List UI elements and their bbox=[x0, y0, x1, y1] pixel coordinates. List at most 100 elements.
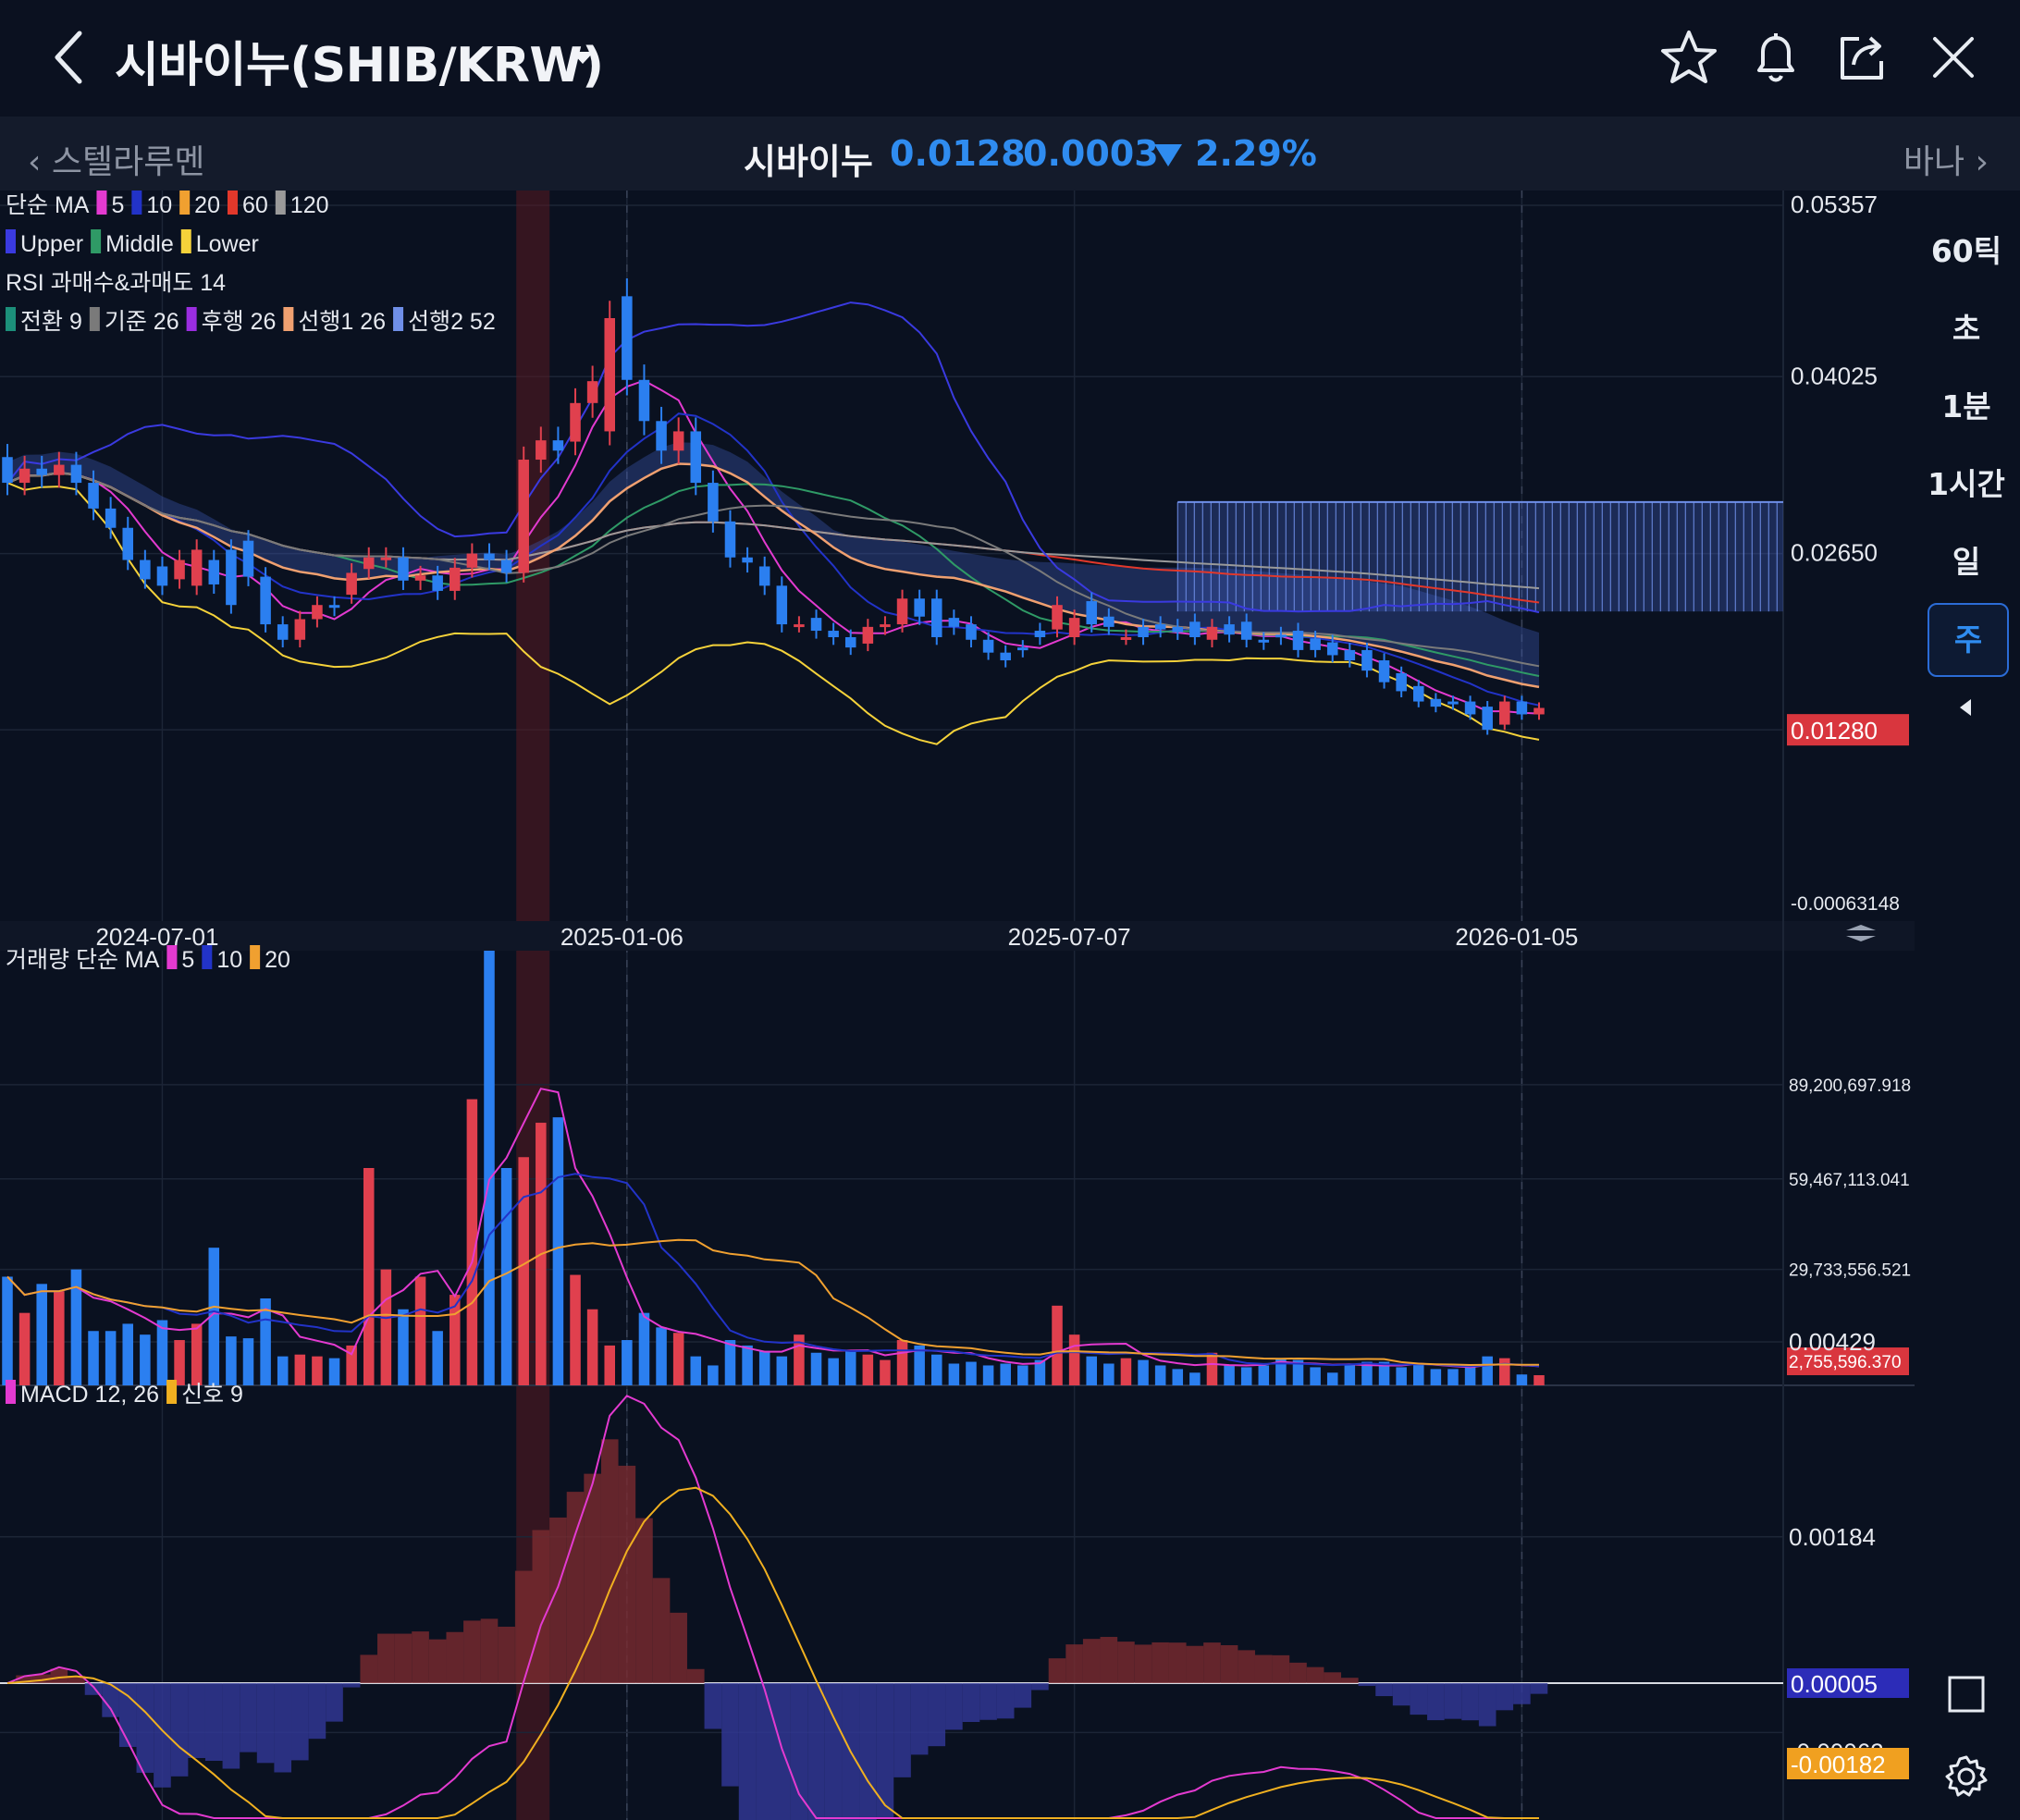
ichimoku-legend-item: 후행 26 bbox=[202, 309, 277, 335]
macd-histogram-bar bbox=[498, 1626, 515, 1683]
volume-ma10-line bbox=[6, 1173, 1540, 1368]
macd-histogram-bar bbox=[1427, 1683, 1445, 1721]
volume-bar bbox=[484, 951, 495, 1385]
prev-coin-link[interactable]: ‹ 스텔라루멘 bbox=[28, 135, 204, 183]
macd-histogram-bar bbox=[1065, 1644, 1083, 1683]
volume-bar bbox=[312, 1356, 323, 1385]
volume-bar bbox=[914, 1345, 925, 1385]
legend-swatch bbox=[91, 229, 102, 253]
macd-histogram-bar bbox=[1478, 1683, 1497, 1727]
macd-histogram-bar bbox=[412, 1631, 429, 1683]
candle bbox=[70, 464, 82, 484]
volume-bar bbox=[1172, 1369, 1184, 1385]
signal-line bbox=[6, 1486, 1539, 1819]
bollinger-legend-item: Lower bbox=[196, 231, 259, 257]
candle bbox=[1499, 701, 1510, 725]
candle bbox=[432, 575, 443, 591]
candle bbox=[2, 457, 13, 484]
volume-bar bbox=[810, 1352, 822, 1385]
legend-swatch bbox=[250, 945, 261, 969]
prev-coin-label: 스텔라루멘 bbox=[51, 143, 205, 181]
volume-bar bbox=[466, 1099, 478, 1385]
interval-button[interactable]: 주 bbox=[1928, 603, 2009, 677]
volume-bar bbox=[982, 1365, 994, 1385]
macd-histogram-bar bbox=[928, 1683, 946, 1747]
volume-bar bbox=[570, 1274, 581, 1385]
bollinger-legend-item: Middle bbox=[105, 231, 174, 257]
dropdown-caret-icon[interactable] bbox=[572, 52, 594, 64]
macd-histogram-bar bbox=[1496, 1683, 1514, 1711]
volume-legend-item: 5 bbox=[181, 947, 194, 973]
volume-bar bbox=[552, 1117, 564, 1385]
macd-histogram-bar bbox=[1254, 1654, 1273, 1683]
down-triangle-icon bbox=[1154, 144, 1182, 166]
volume-bar bbox=[1189, 1372, 1201, 1385]
macd-current-label: 0.00005 bbox=[1791, 1670, 1878, 1698]
candle bbox=[312, 605, 323, 620]
volume-bar bbox=[36, 1284, 47, 1385]
bell-icon[interactable] bbox=[1746, 28, 1805, 87]
candle bbox=[466, 553, 478, 568]
page-title[interactable]: 시바이누(SHIB/KRW) bbox=[115, 38, 604, 93]
volume-bar bbox=[414, 1276, 426, 1385]
candle bbox=[363, 557, 375, 570]
macd-histogram-bar bbox=[1134, 1644, 1152, 1683]
volume-bar bbox=[604, 1345, 616, 1385]
candle bbox=[1086, 601, 1097, 625]
volume-bar bbox=[18, 1312, 31, 1385]
share-icon[interactable] bbox=[1833, 28, 1892, 87]
ma-legend-item: 60 bbox=[242, 192, 268, 218]
volume-bar bbox=[398, 1309, 409, 1385]
candle bbox=[844, 636, 856, 648]
macd-histogram-bar bbox=[377, 1633, 395, 1683]
macd-histogram-bar bbox=[1341, 1678, 1359, 1683]
macd-histogram-bar bbox=[1117, 1642, 1135, 1683]
settings-gear-icon[interactable] bbox=[1928, 1753, 2005, 1803]
next-coin-link[interactable]: 바나 › bbox=[1903, 135, 1989, 183]
candle bbox=[828, 631, 839, 637]
macd-histogram-bar bbox=[979, 1683, 997, 1720]
macd-histogram-bar bbox=[738, 1683, 757, 1820]
next-coin-label: 바나 bbox=[1903, 143, 1965, 181]
macd-histogram-bar bbox=[1203, 1642, 1221, 1683]
macd-histogram-bar bbox=[274, 1683, 292, 1773]
macd-histogram-bar bbox=[584, 1473, 601, 1683]
volume-bar bbox=[208, 1248, 220, 1385]
interval-button[interactable]: 1시간 bbox=[1928, 466, 2005, 502]
macd-histogram-bar bbox=[618, 1465, 636, 1683]
candle bbox=[1464, 701, 1476, 715]
macd-histogram-bar bbox=[686, 1668, 705, 1683]
star-icon[interactable] bbox=[1659, 28, 1718, 87]
volume-legend-item: 10 bbox=[216, 947, 242, 973]
legend-swatch bbox=[275, 191, 286, 215]
candle bbox=[518, 460, 529, 573]
ticker-change: 0.0003 bbox=[1023, 133, 1159, 174]
price-chart[interactable]: 단순 MA 5 10 20 60 120 Upper Middle Lower RSI 과매수&과… bbox=[0, 191, 2020, 1820]
volume-bar bbox=[758, 1350, 770, 1385]
candle bbox=[1258, 639, 1270, 643]
back-icon[interactable] bbox=[48, 28, 94, 87]
volume-bar bbox=[1326, 1372, 1338, 1385]
macd-histogram-bar bbox=[342, 1683, 361, 1688]
ma-legend-item: 10 bbox=[146, 192, 172, 218]
candle bbox=[1017, 647, 1028, 651]
macd-histogram-bar bbox=[1014, 1683, 1032, 1708]
interval-button[interactable]: 초 bbox=[1952, 311, 1981, 347]
close-icon[interactable] bbox=[1924, 28, 1983, 87]
macd-histogram-bar bbox=[16, 1675, 33, 1683]
candle bbox=[226, 549, 237, 606]
volume-bar bbox=[1154, 1365, 1166, 1385]
macd-histogram-bar bbox=[756, 1683, 773, 1820]
interval-button[interactable]: 1분 bbox=[1941, 388, 1991, 424]
fullscreen-icon[interactable] bbox=[1928, 1674, 2005, 1718]
interval-button[interactable]: 일 bbox=[1952, 544, 1981, 580]
macd-histogram-bar bbox=[996, 1683, 1015, 1719]
candle bbox=[1412, 685, 1424, 702]
volume-bar bbox=[1086, 1356, 1097, 1385]
macd-histogram-bar bbox=[652, 1578, 671, 1683]
interval-button[interactable]: 60틱 bbox=[1930, 233, 2002, 269]
macd-histogram-bar bbox=[360, 1654, 378, 1683]
collapse-left-icon[interactable] bbox=[1928, 694, 2005, 725]
candle bbox=[1189, 621, 1201, 637]
volume-bar bbox=[794, 1334, 805, 1385]
